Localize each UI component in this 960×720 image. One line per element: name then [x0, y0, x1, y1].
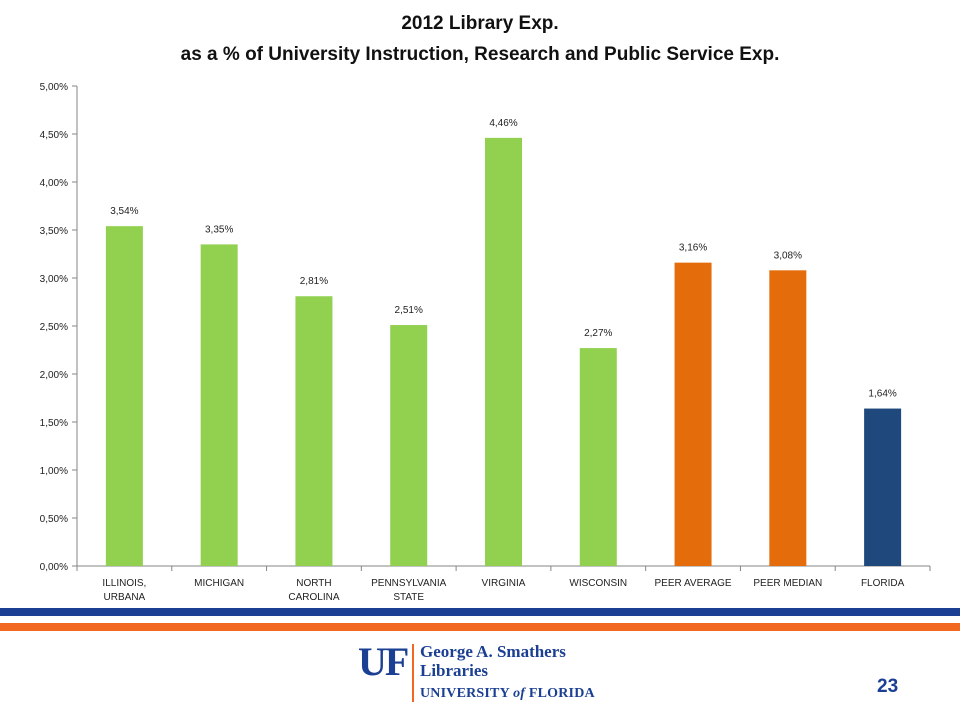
data-label: 3,16%: [679, 243, 707, 254]
footer-stripe-orange: [0, 623, 960, 631]
bar: [390, 325, 428, 566]
y-tick-label: 2,00%: [40, 370, 68, 381]
data-label: 1,64%: [868, 389, 896, 400]
y-tick-label: 2,50%: [40, 322, 68, 333]
y-tick-label: 1,00%: [40, 466, 68, 477]
bar: [485, 137, 522, 566]
library-logo: UF George A. Smathers Libraries UNIVERSI…: [358, 639, 595, 706]
y-tick-label: 4,00%: [40, 178, 68, 189]
bar: [295, 296, 333, 566]
chart-title: 2012 Library Exp.: [401, 13, 559, 34]
x-tick-label: CAROLINA: [288, 592, 339, 603]
bar: [105, 226, 143, 566]
x-tick-label: MICHIGAN: [194, 578, 244, 589]
uf-logo-mark: UF: [358, 639, 409, 684]
x-tick-label: PEER AVERAGE: [655, 578, 732, 589]
x-tick-label: PEER MEDIAN: [753, 578, 822, 589]
x-tick-label: URBANA: [104, 592, 146, 603]
y-tick-label: 0,50%: [40, 514, 68, 525]
footer-stripe-blue: [0, 608, 960, 616]
bar-chart: 0,00% 0,50% 1,00% 1,50% 2,00% 2,50% 3,00% 3,50%…: [40, 82, 931, 603]
x-tick-label: ILLINOIS,: [102, 578, 146, 589]
bar: [769, 270, 807, 566]
page-number: 23: [877, 676, 899, 697]
chart-subtitle: as a % of University Instruction, Resear…: [180, 44, 780, 65]
bar: [579, 348, 617, 566]
logo-line-1: George A. Smathers: [420, 642, 566, 661]
data-label: 3,35%: [205, 224, 233, 235]
y-tick-label: 5,00%: [40, 82, 68, 93]
y-tick-label: 1,50%: [40, 418, 68, 429]
data-label: 3,54%: [110, 206, 138, 217]
y-tick-label: 0,00%: [40, 562, 68, 573]
x-tick-label: WISCONSIN: [569, 578, 627, 589]
x-tick-label: FLORIDA: [861, 578, 905, 589]
logo-line-2: Libraries: [420, 661, 488, 680]
data-label: 2,81%: [300, 276, 328, 287]
bar: [674, 262, 712, 566]
y-tick-label: 3,50%: [40, 226, 68, 237]
x-tick-label: NORTH: [296, 578, 331, 589]
data-label: 3,08%: [774, 250, 802, 261]
x-tick-label: PENNSYLVANIA: [371, 578, 447, 589]
logo-line-3: UNIVERSITY of FLORIDA: [420, 686, 595, 701]
bar: [864, 408, 902, 566]
x-tick-label: STATE: [393, 592, 424, 603]
data-label: 2,51%: [395, 305, 423, 316]
bar: [200, 244, 238, 566]
y-tick-label: 3,00%: [40, 274, 68, 285]
logo-divider: [412, 644, 414, 702]
x-tick-label: VIRGINIA: [482, 578, 526, 589]
data-label: 4,46%: [489, 118, 517, 129]
data-label: 2,27%: [584, 328, 612, 339]
y-tick-label: 4,50%: [40, 130, 68, 141]
